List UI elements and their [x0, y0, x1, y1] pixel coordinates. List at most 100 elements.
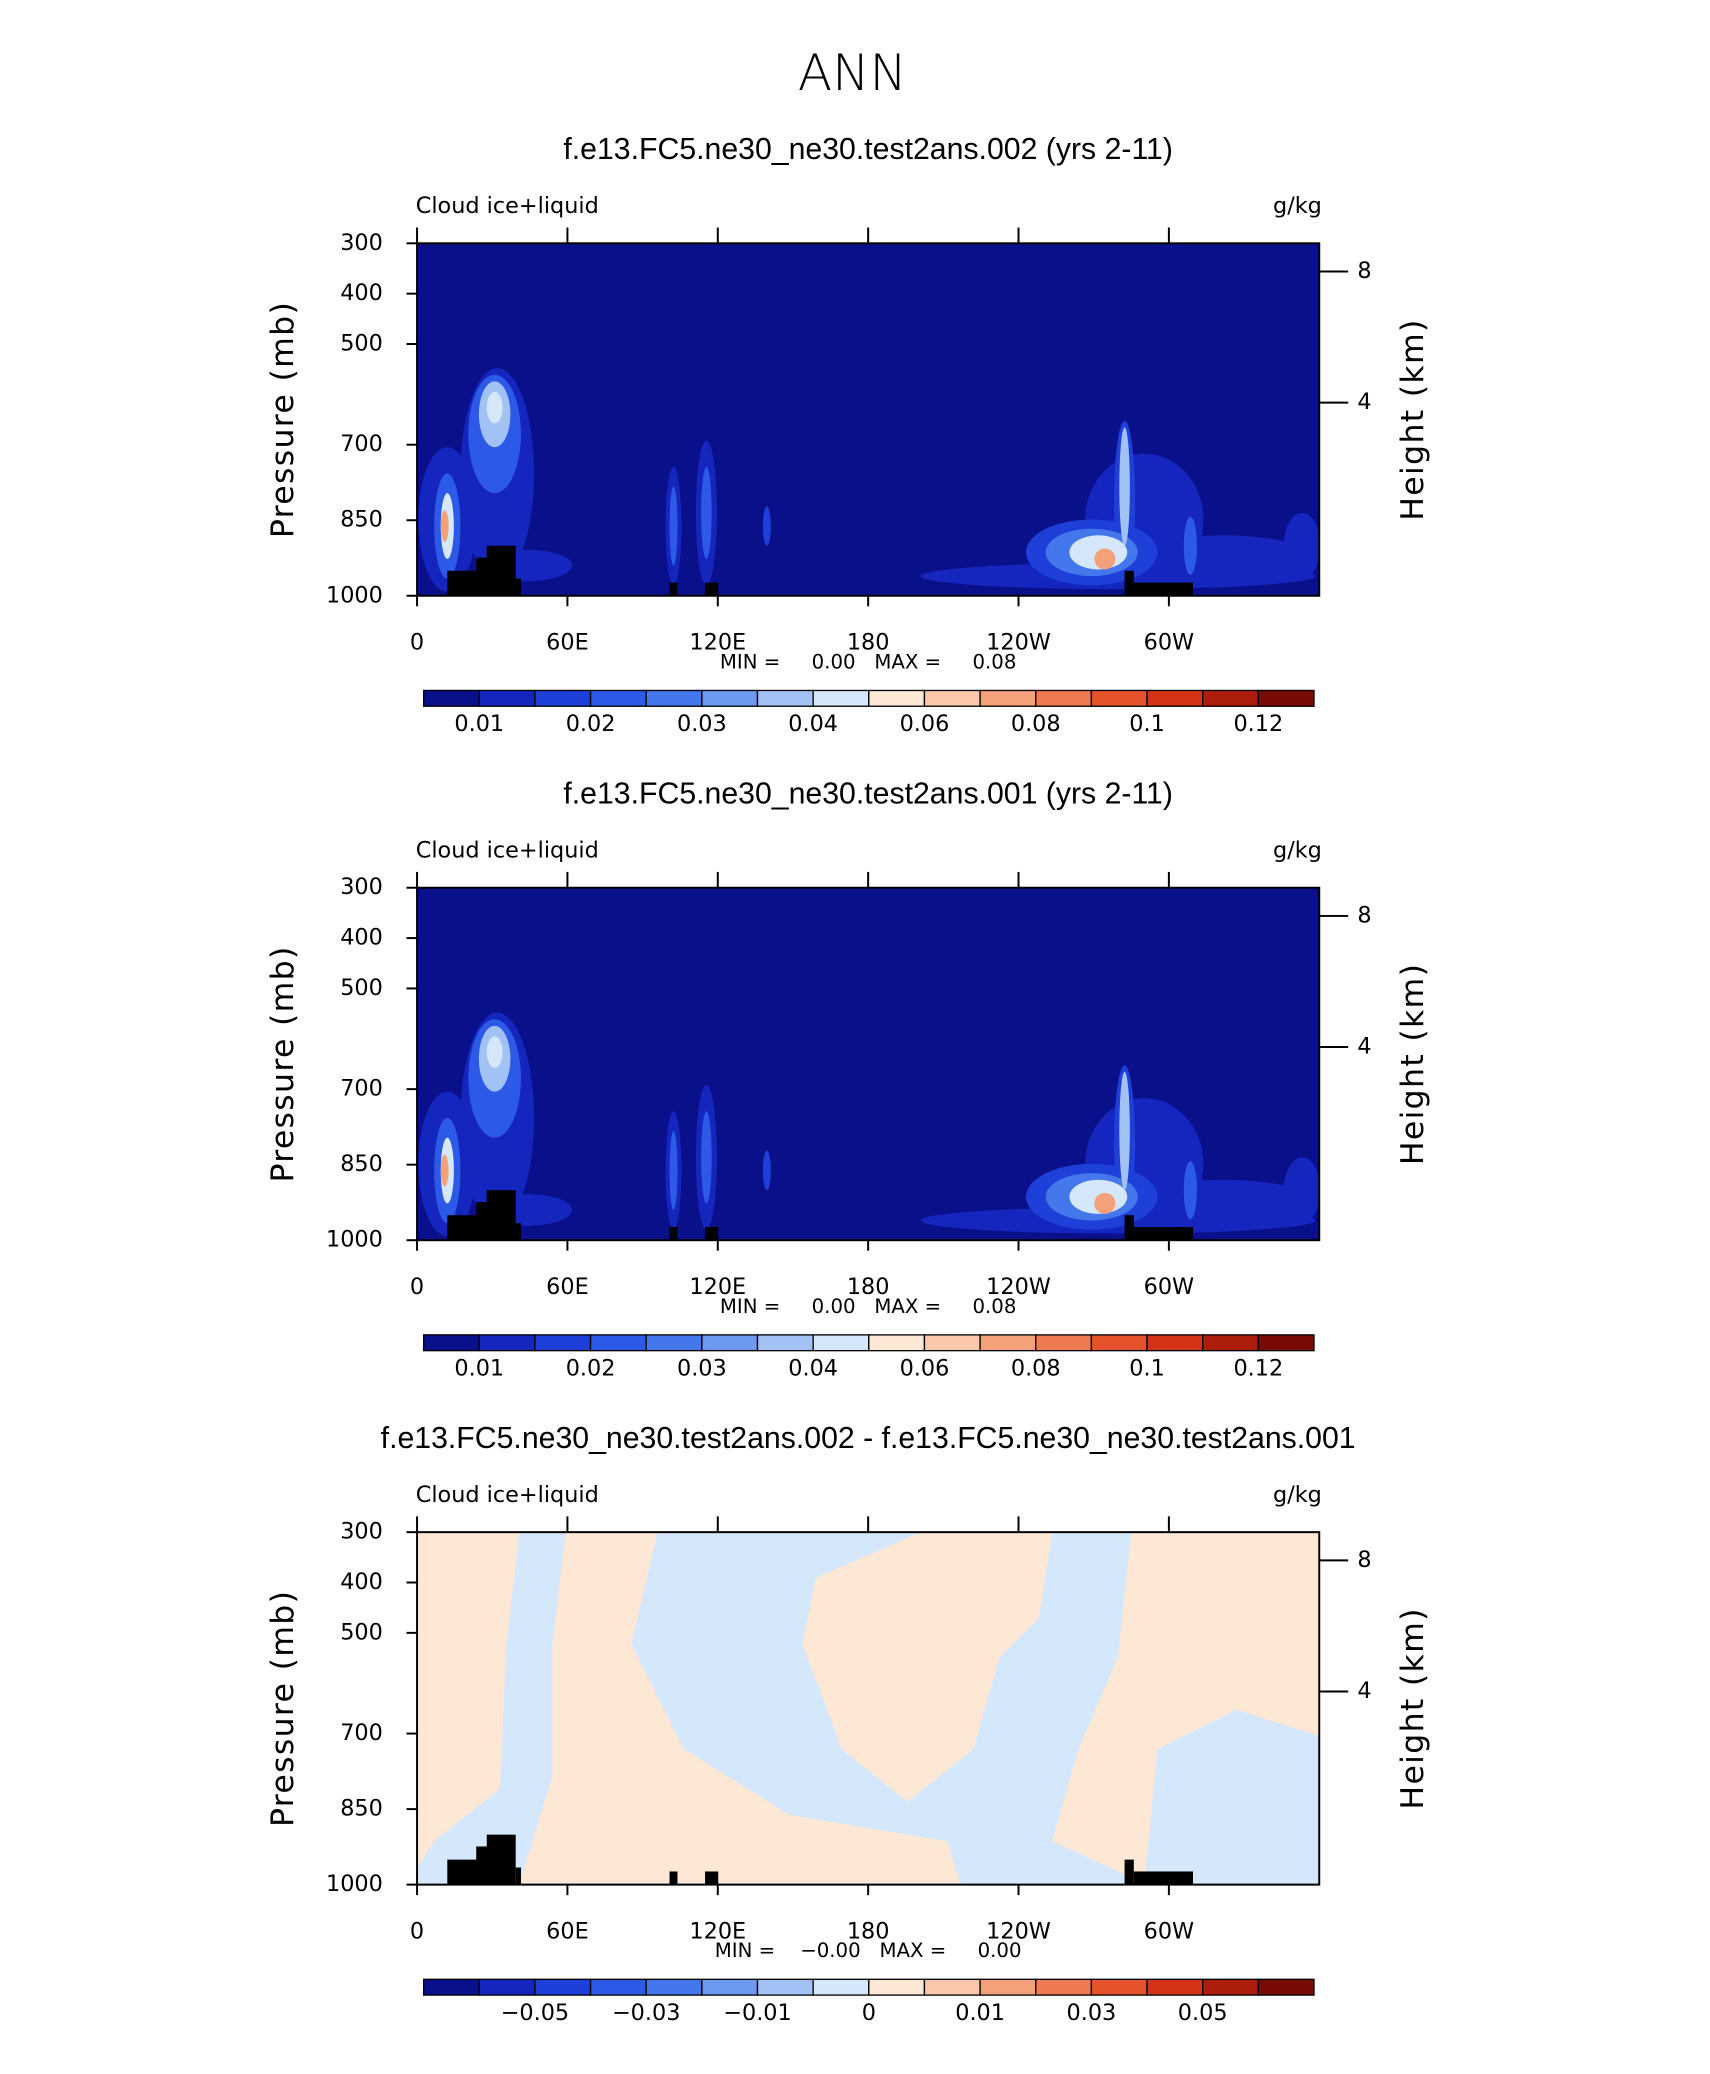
terrain [705, 582, 719, 596]
x-tick-label: 60E [546, 1918, 589, 1944]
colorbar-box [478, 689, 536, 707]
colorbar-box [979, 1978, 1037, 1996]
terrain [486, 1190, 516, 1241]
panel-title: f.e13.FC5.ne30_ne30.test2ans.002 - f.e13… [381, 1422, 1356, 1455]
y-tick-label: 500 [340, 331, 383, 357]
panel: f.e13.FC5.ne30_ne30.test2ans.002 - f.e13… [265, 1422, 1431, 2026]
colorbar-box [979, 689, 1037, 707]
colorbar-label: 0 [862, 2000, 876, 2026]
colorbar-box [422, 689, 480, 707]
contour-region [440, 510, 449, 542]
terrain [447, 1859, 481, 1885]
y2-tick-label: 4 [1357, 1678, 1371, 1704]
colorbar-box [534, 689, 592, 707]
terrain [705, 1227, 719, 1241]
colorbar-box [534, 1978, 592, 1996]
contour-region [1119, 1071, 1130, 1191]
colorbar-box [756, 689, 814, 707]
contour-region [1094, 548, 1116, 570]
y-axis-label: Pressure (mb) [265, 945, 301, 1182]
colorbar-box [645, 689, 703, 707]
colorbar-label: 0.01 [955, 2000, 1005, 2026]
y-tick-label: 1000 [326, 1227, 383, 1253]
colorbar-box [478, 1334, 536, 1352]
contour-region [519, 1532, 961, 1884]
x-tick-label: 180 [847, 1918, 890, 1944]
colorbar-label: 0.01 [454, 1356, 504, 1382]
y2-tick-label: 4 [1357, 1034, 1371, 1060]
y2-tick-label: 8 [1357, 1547, 1371, 1573]
colorbar-box [923, 1978, 981, 1996]
colorbar-box [478, 1978, 536, 1996]
contour-region [669, 1131, 678, 1210]
colorbar-box [756, 1334, 814, 1352]
colorbar-box [589, 689, 647, 707]
y2-tick-label: 8 [1357, 902, 1371, 928]
contour-region [701, 1111, 712, 1204]
panel-title: f.e13.FC5.ne30_ne30.test2ans.002 (yrs 2-… [563, 133, 1173, 166]
left-label: Cloud ice+liquid [416, 193, 599, 219]
y2-tick-label: 4 [1357, 389, 1371, 415]
colorbar-box [1090, 689, 1148, 707]
terrain [1124, 1215, 1134, 1241]
x-tick-label: 60W [1144, 630, 1195, 656]
colorbar-label: 0.1 [1129, 1356, 1165, 1382]
right-label: g/kg [1273, 193, 1322, 219]
colorbar-box [923, 1334, 981, 1352]
terrain [515, 1867, 521, 1885]
x-tick-label: 0 [410, 1918, 424, 1944]
colorbar-box [1202, 689, 1259, 707]
y-tick-label: 300 [340, 230, 383, 256]
x-tick-label: 60E [546, 630, 589, 656]
y2-axis-label: Height (km) [1395, 963, 1431, 1165]
terrain [1124, 570, 1134, 596]
y-tick-label: 300 [340, 1519, 383, 1545]
x-tick-label: 120W [986, 1918, 1051, 1944]
contour-region [762, 1150, 771, 1191]
colorbar-box [1257, 1978, 1315, 1996]
y2-tick-label: 8 [1357, 258, 1371, 284]
colorbar-box [1035, 1334, 1093, 1352]
colorbar-label: 0.03 [677, 1356, 727, 1382]
colorbar-box [1146, 689, 1204, 707]
contour-region [1283, 512, 1320, 579]
colorbar-label: 0.12 [1233, 1356, 1283, 1382]
colorbar-box [756, 1978, 814, 1996]
terrain [1133, 1871, 1193, 1885]
terrain [1133, 1227, 1193, 1241]
colorbar-label: 0.06 [900, 1356, 950, 1382]
contour-region [1183, 516, 1197, 575]
y-tick-label: 400 [340, 280, 383, 306]
colorbar-box [1090, 1334, 1148, 1352]
terrain [476, 1202, 490, 1241]
terrain [705, 1871, 719, 1885]
x-tick-label: 60W [1144, 1918, 1195, 1944]
terrain [476, 557, 490, 596]
y-axis-label: Pressure (mb) [265, 1590, 301, 1827]
contour-field [417, 243, 1320, 596]
y-tick-label: 500 [340, 975, 383, 1001]
panel-title: f.e13.FC5.ne30_ne30.test2ans.001 (yrs 2-… [563, 778, 1173, 811]
terrain [447, 1215, 481, 1241]
colorbar-label: 0.01 [454, 711, 504, 737]
colorbar-box [422, 1978, 480, 1996]
colorbar-label: −0.01 [723, 2000, 791, 2026]
x-tick-label: 60W [1144, 1274, 1195, 1300]
panel: f.e13.FC5.ne30_ne30.test2ans.001 (yrs 2-… [265, 778, 1431, 1382]
stats: MIN = 0.00 MAX = 0.08 [720, 650, 1016, 673]
right-label: g/kg [1273, 837, 1322, 863]
colorbar-label: 0.02 [566, 1356, 616, 1382]
x-tick-label: 180 [847, 1274, 890, 1300]
colorbar-label: 0.02 [566, 711, 616, 737]
colorbar-box [923, 689, 981, 707]
y-tick-label: 700 [340, 1720, 383, 1746]
colorbar-box [589, 1978, 647, 1996]
colorbar-box [1146, 1978, 1204, 1996]
y-axis-label: Pressure (mb) [265, 301, 301, 538]
y-tick-label: 400 [340, 925, 383, 951]
contour-region [486, 1036, 503, 1068]
colorbar-label: 0.03 [1067, 2000, 1117, 2026]
colorbar-box [868, 689, 926, 707]
colorbar-label: 0.04 [788, 711, 838, 737]
colorbar-box [645, 1334, 703, 1352]
